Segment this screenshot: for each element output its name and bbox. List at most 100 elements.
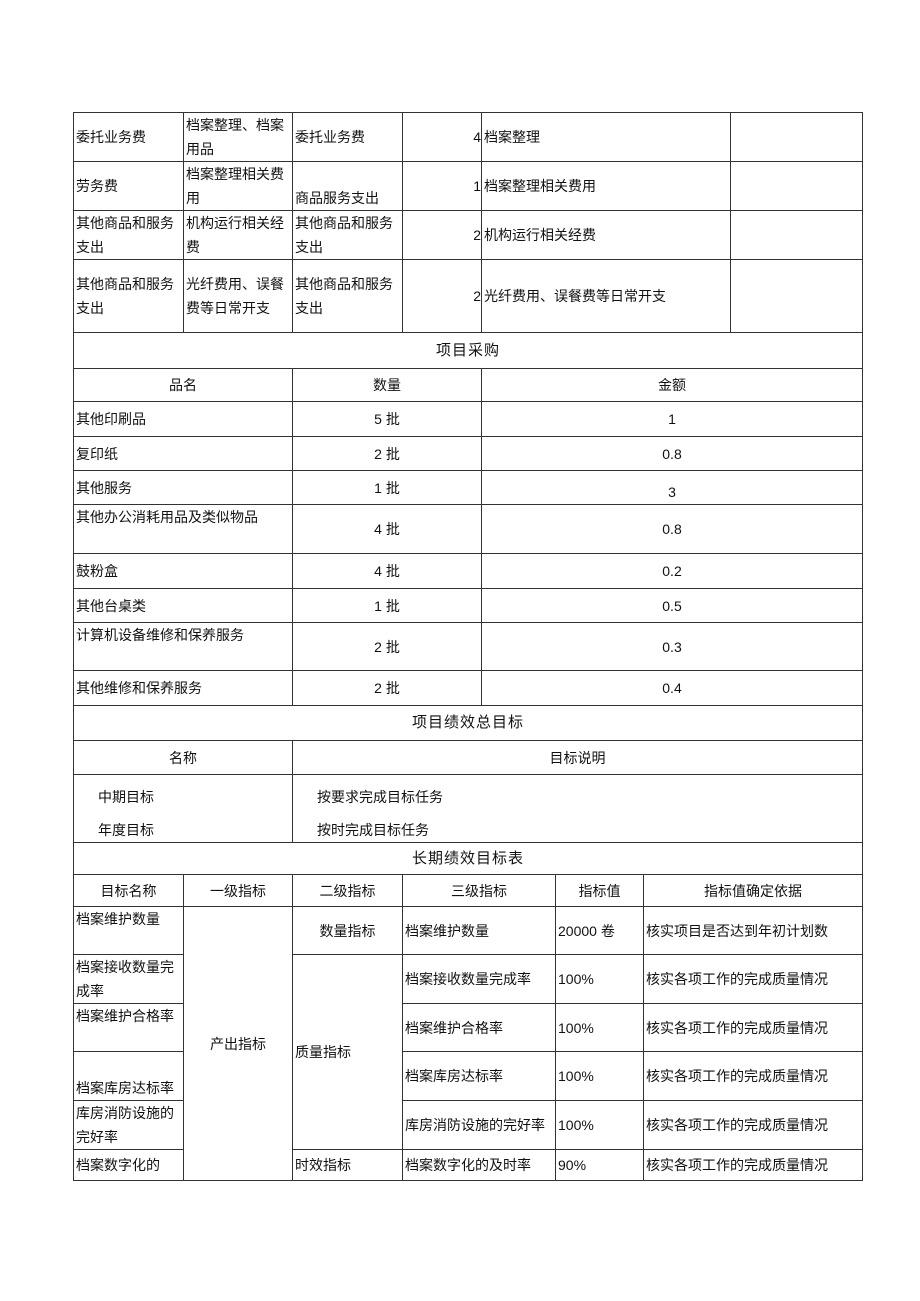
goal-name: 中期目标 — [73, 774, 293, 809]
indicator-basis: 核实各项工作的完成质量情况 — [642, 1051, 864, 1101]
amount: 4 — [402, 112, 482, 162]
procurement-row: 其他维修和保养服务 2 批 0.4 — [73, 670, 864, 706]
level3-indicator: 档案数字化的及时率 — [402, 1149, 556, 1181]
item: 鼓粉盒 — [73, 553, 293, 589]
amount: 0.8 — [480, 436, 864, 471]
header-item: 品名 — [73, 368, 293, 402]
header-quantity: 数量 — [292, 368, 482, 402]
amount: 0.4 — [480, 670, 864, 706]
long-term-table: 长期绩效目标表 目标名称 一级指标 二级指标 三级指标 指标值 指标值确定依据 … — [72, 842, 864, 1181]
note — [730, 161, 863, 211]
header-name: 名称 — [73, 740, 293, 775]
procurement-row: 鼓粉盒 4 批 0.2 — [73, 553, 864, 589]
item: 其他办公消耗用品及类似物品 — [73, 504, 293, 554]
category: 其他商品和服务支出 — [73, 259, 184, 333]
quantity: 2 批 — [292, 622, 482, 671]
expense-row: 劳务费 档案整理相关费用 商品服务支出 1 档案整理相关费用 — [73, 161, 863, 211]
procurement-row: 其他办公消耗用品及类似物品 4 批 0.8 — [73, 504, 864, 554]
goal-description: 按要求完成目标任务 — [291, 774, 864, 809]
indicator-value: 100% — [555, 1003, 644, 1052]
quantity: 4 批 — [292, 504, 482, 554]
indicator-value: 90% — [555, 1149, 644, 1181]
level2-indicator: 数量指标 — [292, 906, 403, 955]
header-level2: 二级指标 — [292, 874, 403, 907]
goal-row: 中期目标 按要求完成目标任务 — [73, 774, 864, 809]
quantity: 2 批 — [292, 670, 482, 706]
item: 其他服务 — [73, 470, 293, 505]
indicator-row: 档案数字化的 时效指标 档案数字化的及时率 90% 核实各项工作的完成质量情况 — [73, 1149, 864, 1181]
indicator-row: 档案接收数量完成率 质量指标 档案接收数量完成率 100% 核实各项工作的完成质… — [73, 954, 864, 1150]
amount: 0.3 — [480, 622, 864, 671]
type: 商品服务支出 — [292, 161, 403, 211]
goal-name: 库房消防设施的完好率 — [73, 1100, 184, 1150]
desc: 机构运行相关经费 — [481, 210, 731, 260]
desc: 光纤费用、误餐费等日常开支 — [481, 259, 731, 333]
level1-indicator: 产出指标 — [183, 906, 293, 1181]
quantity: 4 批 — [292, 553, 482, 589]
indicator-value: 100% — [555, 954, 644, 1004]
content: 光纤费用、误餐费等日常开支 — [183, 259, 293, 333]
type: 委托业务费 — [292, 112, 403, 162]
header-level3: 三级指标 — [402, 874, 556, 907]
procurement-row: 复印纸 2 批 0.8 — [73, 436, 864, 471]
indicator-basis: 核实各项工作的完成质量情况 — [642, 1100, 864, 1150]
goal-description: 按时完成目标任务 — [291, 808, 864, 843]
category: 劳务费 — [73, 161, 184, 211]
goal-name: 档案维护数量 — [73, 906, 184, 955]
content: 档案整理相关费用 — [183, 161, 293, 211]
indicator-basis: 核实各项工作的完成质量情况 — [642, 1003, 864, 1052]
long-term-title: 长期绩效目标表 — [72, 842, 864, 875]
header-amount: 金额 — [480, 368, 864, 402]
overall-goal-title: 项目绩效总目标 — [72, 705, 864, 741]
quantity: 2 批 — [292, 436, 482, 471]
level3-indicator: 档案维护数量 — [402, 906, 556, 955]
quantity: 1 批 — [292, 588, 482, 623]
header-value: 指标值 — [555, 874, 644, 907]
item: 其他印刷品 — [73, 401, 293, 437]
type: 其他商品和服务支出 — [292, 210, 403, 260]
item: 其他台桌类 — [73, 588, 293, 623]
amount: 0.5 — [480, 588, 864, 623]
goal-name: 档案维护合格率 — [73, 1003, 184, 1052]
indicator-value: 100% — [555, 1051, 644, 1101]
level3-indicator: 库房消防设施的完好率 — [402, 1100, 556, 1150]
goal-name: 档案数字化的 — [73, 1149, 184, 1181]
indicator-row: 档案维护数量 产出指标 数量指标 档案维护数量 20000 卷 核实项目是否达到… — [73, 906, 864, 1181]
desc: 档案整理相关费用 — [481, 161, 731, 211]
content: 机构运行相关经费 — [183, 210, 293, 260]
indicator-row: 库房消防设施的完好率 库房消防设施的完好率 100% 核实各项工作的完成质量情况 — [73, 1100, 864, 1150]
amount: 2 — [402, 210, 482, 260]
quantity: 5 批 — [292, 401, 482, 437]
amount: 1 — [402, 161, 482, 211]
goal-name: 年度目标 — [73, 808, 293, 843]
header-description: 目标说明 — [291, 740, 864, 775]
goal-name: 档案接收数量完成率 — [73, 954, 184, 1004]
procurement-title: 项目采购 — [72, 332, 864, 369]
indicator-basis: 核实项目是否达到年初计划数 — [642, 906, 864, 955]
note — [730, 259, 863, 333]
header-basis: 指标值确定依据 — [642, 874, 864, 907]
item: 其他维修和保养服务 — [73, 670, 293, 706]
amount: 1 — [480, 401, 864, 437]
content: 档案整理、档案用品 — [183, 112, 293, 162]
expense-table: 委托业务费 档案整理、档案用品 委托业务费 4 档案整理 劳务费 档案整理相关费… — [73, 112, 863, 333]
quantity: 1 批 — [292, 470, 482, 505]
procurement-row: 计算机设备维修和保养服务 2 批 0.3 — [73, 622, 864, 671]
header-goal-name: 目标名称 — [73, 874, 184, 907]
expense-row: 其他商品和服务支出 机构运行相关经费 其他商品和服务支出 2 机构运行相关经费 — [73, 210, 863, 260]
goal-name: 档案库房达标率 — [73, 1051, 184, 1101]
procurement-row: 其他台桌类 1 批 0.5 — [73, 588, 864, 623]
indicator-value: 20000 卷 — [555, 906, 644, 955]
category: 其他商品和服务支出 — [73, 210, 184, 260]
level2-indicator: 时效指标 — [292, 1149, 403, 1181]
level3-indicator: 档案库房达标率 — [402, 1051, 556, 1101]
indicator-value: 100% — [555, 1100, 644, 1150]
type: 其他商品和服务支出 — [292, 259, 403, 333]
indicator-basis: 核实各项工作的完成质量情况 — [642, 954, 864, 1004]
indicator-basis: 核实各项工作的完成质量情况 — [642, 1149, 864, 1181]
amount: 3 — [480, 470, 864, 505]
expense-row: 其他商品和服务支出 光纤费用、误餐费等日常开支 其他商品和服务支出 2 光纤费用… — [73, 259, 863, 333]
